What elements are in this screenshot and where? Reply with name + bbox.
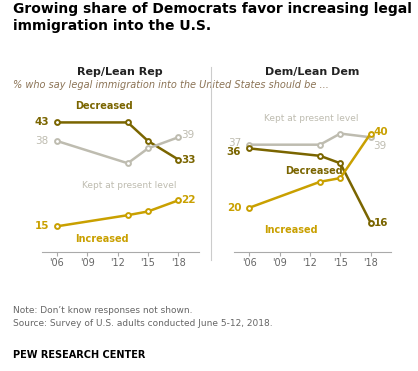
Text: 37: 37 bbox=[228, 138, 241, 148]
Text: 39: 39 bbox=[374, 141, 387, 151]
Text: % who say legal immigration into the United States should be ...: % who say legal immigration into the Uni… bbox=[13, 80, 329, 90]
Text: 43: 43 bbox=[34, 118, 49, 127]
Text: Decreased: Decreased bbox=[285, 166, 342, 175]
Text: 36: 36 bbox=[227, 147, 241, 157]
Text: Note: Don’t know responses not shown.
Source: Survey of U.S. adults conducted Ju: Note: Don’t know responses not shown. So… bbox=[13, 306, 272, 328]
Text: 40: 40 bbox=[374, 127, 388, 137]
Text: Kept at present level: Kept at present level bbox=[265, 114, 359, 123]
Text: Increased: Increased bbox=[75, 234, 129, 244]
Text: Decreased: Decreased bbox=[75, 101, 133, 111]
Text: 15: 15 bbox=[34, 221, 49, 231]
Text: 16: 16 bbox=[374, 218, 388, 227]
Title: Rep/Lean Rep: Rep/Lean Rep bbox=[77, 67, 163, 77]
Text: 33: 33 bbox=[181, 155, 196, 164]
Text: 39: 39 bbox=[181, 131, 195, 140]
Text: PEW RESEARCH CENTER: PEW RESEARCH CENTER bbox=[13, 350, 145, 360]
Text: Increased: Increased bbox=[265, 225, 318, 235]
Text: 38: 38 bbox=[36, 136, 49, 146]
Text: Growing share of Democrats favor increasing legal
immigration into the U.S.: Growing share of Democrats favor increas… bbox=[13, 2, 411, 33]
Text: 22: 22 bbox=[181, 196, 196, 205]
Title: Dem/Lean Dem: Dem/Lean Dem bbox=[265, 67, 359, 77]
Text: 20: 20 bbox=[227, 203, 241, 213]
Text: Kept at present level: Kept at present level bbox=[82, 181, 177, 190]
